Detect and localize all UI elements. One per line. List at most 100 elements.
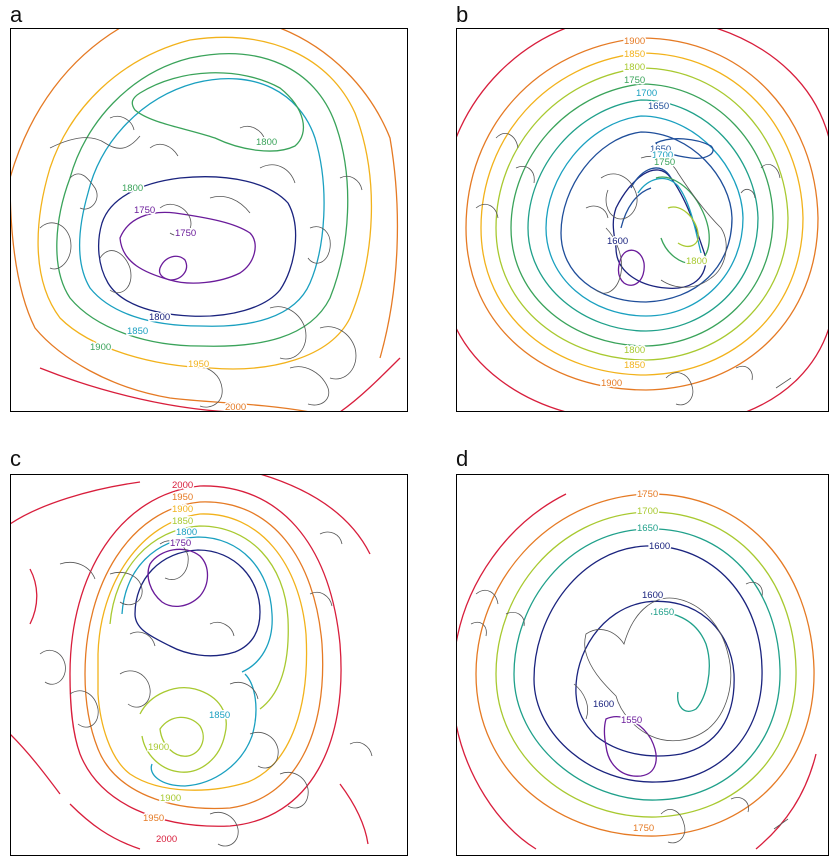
contour-label: 1750 [637,489,658,500]
contour-line [131,72,304,152]
contour-label: 1750 [170,538,191,549]
contour-label: 1550 [621,715,642,726]
contour-label: 1700 [636,88,657,99]
contour-line [475,493,815,837]
contour-line [655,138,714,159]
labels-d: 1750 1700 1650 1600 1600 1650 1600 1550 … [592,488,676,836]
contour-line [480,52,804,376]
contour-label: 1850 [209,710,230,721]
contour-line [575,600,735,757]
contour-line [69,485,342,827]
contours-b [456,28,829,412]
contour-label: 1850 [172,516,193,527]
contour-label: 1800 [624,62,645,73]
contour-label: 2000 [172,480,193,491]
contour-label: 1800 [686,256,707,267]
contour-label: 1650 [653,607,674,618]
contour-line [56,53,349,347]
coastlines-a [39,115,363,408]
contour-label: 1900 [148,742,169,753]
contour-line [667,206,699,247]
contour-label: 1650 [650,144,671,155]
contour-line [617,249,645,286]
labels-c: 2000 1950 1900 1850 1800 1750 1850 1900 … [142,479,232,847]
contour-line [612,169,707,289]
contour-line [158,255,188,281]
contour-line [603,716,657,777]
labels-a: 1800 1800 1750 1750 1800 1850 1900 1950 … [89,136,279,413]
contour-label: 1950 [172,492,193,503]
map-panel-a: 1800 1800 1750 1750 1800 1850 1900 1950 … [10,28,408,412]
panel-letter-a: a [10,2,23,27]
contour-label: 1800 [122,183,143,194]
contour-label: 1900 [172,504,193,515]
contour-line [97,513,308,791]
contour-line [139,687,227,773]
contour-line [150,673,257,787]
contour-label: 1750 [633,823,654,834]
contour-label: 1600 [607,236,628,247]
contours-c [10,474,371,850]
contour-line [533,545,763,783]
contour-label: 1850 [127,326,148,337]
contour-line [495,511,797,818]
contour-line [121,536,273,673]
contour-line [650,612,710,712]
contour-label: 1850 [624,49,645,60]
contour-label: 1950 [143,813,164,824]
contour-label: 1800 [149,312,170,323]
contour-line [560,131,733,303]
contour-line [513,528,781,801]
contour-label: 1950 [188,359,209,370]
contour-label: 1900 [624,36,645,47]
contour-label: 1750 [175,228,196,239]
contour-label: 1800 [176,527,197,538]
map-panel-c: 2000 1950 1900 1850 1800 1750 1850 1900 … [10,474,408,856]
map-panel-b: 1900 1850 1800 1750 1700 1650 1650 1700 … [456,28,829,412]
contour-line [159,716,204,757]
contour-label: 2000 [156,834,177,845]
contour-line [10,28,399,412]
contour-label: 1900 [90,342,111,353]
contour-label: 2000 [225,402,246,412]
map-panel-d: 1750 1700 1650 1600 1600 1650 1600 1550 … [456,474,829,856]
panel-frame [10,28,408,412]
contour-line [495,67,789,361]
coastlines-b [475,133,792,406]
contour-line [97,176,297,317]
contour-label: 1750 [624,75,645,86]
panel-letter-b: b [456,2,469,27]
contour-line [456,493,817,850]
contour-line [134,549,261,657]
contour-label: 1600 [649,541,670,552]
contours-a [10,28,401,412]
coastlines-c [39,531,373,847]
contour-line [637,177,702,254]
contour-label: 1850 [624,360,645,371]
contour-line [109,525,289,710]
contour-line [147,548,209,607]
labels-b: 1900 1850 1800 1750 1700 1650 1650 1700 … [600,35,709,391]
contour-label: 1900 [601,378,622,389]
contour-line [37,36,373,370]
contour-label: 1700 [637,506,658,517]
contour-line [10,474,371,850]
contour-label: 1750 [134,205,155,216]
contour-line [545,115,744,317]
contour-line [339,357,401,412]
contour-line [39,367,231,412]
contour-label: 1900 [160,793,181,804]
contour-line [510,83,774,347]
coastlines-d [470,581,789,844]
contour-label: 1700 [652,150,673,161]
contour-label: 1600 [642,590,663,601]
contour-line [465,37,819,391]
contour-label: 1650 [648,101,669,112]
contour-line [620,167,672,229]
contour-line [655,176,710,265]
contour-line [456,28,829,412]
contour-label: 1600 [593,699,614,710]
contour-line [119,211,256,284]
contour-label: 1650 [637,523,658,534]
contour-label: 1800 [624,345,645,356]
